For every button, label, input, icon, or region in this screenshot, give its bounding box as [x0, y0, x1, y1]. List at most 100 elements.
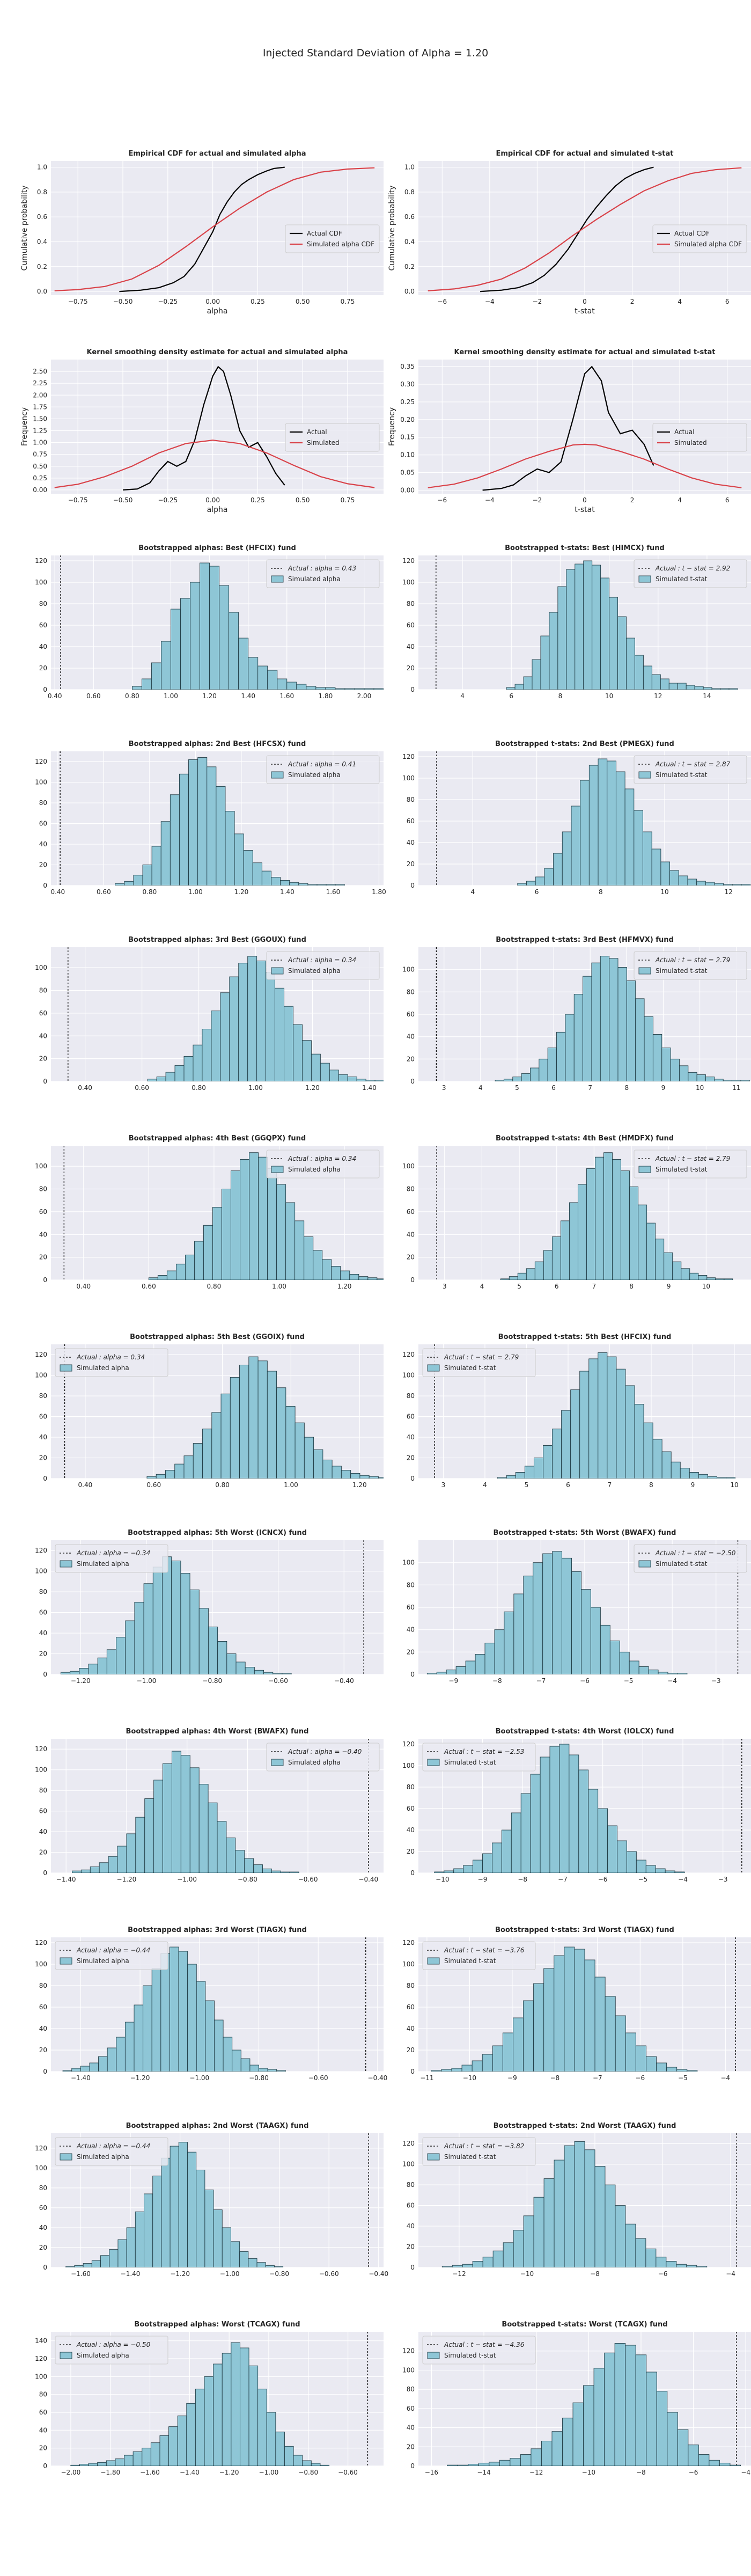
legend-frame — [266, 951, 380, 980]
histogram-bar — [551, 1236, 561, 1280]
histogram-bar — [204, 2190, 214, 2267]
legend-label: Actual : alpha = −0.44 — [76, 1946, 150, 1954]
x-tick-label: 0.75 — [341, 298, 355, 305]
x-axis-label: alpha — [207, 506, 228, 514]
y-tick-label: 0 — [43, 2462, 47, 2470]
plot-area — [436, 555, 738, 690]
x-tick-label: −1.00 — [177, 1876, 197, 1883]
x-tick-label: 1.00 — [248, 1084, 263, 1092]
chart-panel-21: −1.60 −1.40 −1.20 −1.00 −0.80 −0.60 −0.40 0 20 40… — [35, 2122, 388, 2278]
histogram-bar — [263, 1672, 274, 1674]
histogram-bar — [97, 2462, 107, 2466]
legend-frame — [266, 1150, 380, 1179]
histogram-bar — [340, 1270, 350, 1280]
histogram-bar — [79, 1668, 89, 1674]
histogram-bar — [174, 1065, 185, 1081]
y-tick-label: 140 — [35, 2337, 47, 2345]
histogram-bar — [664, 1252, 673, 1280]
x-tick-label: −4 — [485, 298, 495, 305]
y-tick-label: 100 — [35, 1162, 47, 1170]
histogram-bar — [141, 678, 152, 690]
histogram-bar — [715, 1278, 725, 1280]
x-tick-label: 3 — [441, 1481, 446, 1489]
x-tick-label: 0 — [583, 298, 587, 305]
histogram-bar — [367, 1277, 378, 1280]
histogram-bar — [732, 1080, 741, 1081]
y-tick-label: 60 — [407, 1413, 415, 1421]
y-tick-label: 80 — [407, 796, 415, 803]
chart-title: Bootstrapped t-stats: Best (HIMCX) fund — [505, 544, 665, 552]
histogram-bar — [285, 1406, 296, 1479]
legend-frame — [55, 2336, 168, 2365]
histogram-bar — [247, 956, 257, 1081]
y-tick-label: 120 — [402, 2140, 415, 2147]
histogram-bar — [648, 1670, 659, 1674]
histogram-bar — [583, 560, 593, 690]
histogram-bar — [88, 2463, 98, 2466]
x-tick-label: 0.40 — [50, 888, 65, 896]
histogram-bar — [183, 1455, 194, 1479]
plot-area — [434, 1739, 742, 1873]
y-tick-label: 120 — [402, 557, 415, 565]
histogram-bar — [436, 1672, 447, 1674]
histogram-bar — [426, 1673, 437, 1674]
y-tick-label: 0.15 — [400, 434, 415, 441]
y-tick-label: 80 — [39, 1392, 47, 1400]
y-tick-label: 100 — [35, 1568, 47, 1575]
histogram-bar — [646, 2372, 657, 2466]
chart-title: Kernel smoothing density estimate for ac… — [454, 348, 716, 356]
legend-label: Actual : t − stat = −3.76 — [444, 1946, 525, 1954]
legend: Actual Simulated — [652, 423, 747, 452]
histogram-bar — [621, 1170, 630, 1280]
histogram-bar — [301, 1040, 312, 1081]
histogram-bar — [726, 1477, 735, 1479]
x-tick-label: −0.50 — [113, 298, 133, 305]
histogram-bar — [194, 1241, 204, 1280]
histogram-bar — [532, 659, 541, 690]
legend: Actual : t − stat = −2.50 Simulated t-sta… — [634, 1544, 747, 1573]
histogram-bar — [677, 2429, 689, 2466]
legend: Actual : alpha = −0.34 Simulated alpha — [55, 1544, 168, 1573]
histogram-bar — [678, 875, 688, 885]
histogram-bar — [285, 1202, 296, 1280]
histogram-bar — [572, 2402, 584, 2466]
histogram-bar — [484, 1643, 495, 1674]
histogram-bar — [284, 2446, 294, 2466]
x-tick-label: 1.40 — [241, 692, 255, 700]
histogram-bar — [506, 687, 516, 690]
histogram-bar — [677, 1673, 688, 1674]
histogram-bar — [574, 2141, 585, 2267]
histogram-bar — [271, 1870, 281, 1873]
histogram-bar — [217, 1641, 227, 1674]
histogram-bar — [378, 1477, 384, 1479]
y-tick-label: 1.0 — [404, 164, 415, 171]
y-tick-label: 100 — [35, 1766, 47, 1774]
legend-frame — [55, 1544, 168, 1573]
histogram-bar — [80, 2066, 90, 2072]
histogram-bar — [473, 1860, 483, 1873]
x-tick-label: 5 — [525, 1481, 529, 1489]
histogram-bar — [706, 1277, 716, 1280]
y-tick-label: 0 — [410, 686, 415, 693]
x-tick-label: 4 — [678, 496, 682, 504]
y-tick-label: 60 — [39, 2204, 47, 2212]
histogram-bar — [512, 1077, 522, 1081]
histogram-bar — [231, 2342, 240, 2466]
histogram-bar — [515, 1472, 525, 1479]
histogram-bar — [306, 686, 316, 690]
legend-frame — [422, 2137, 536, 2166]
histogram-bar — [635, 2354, 647, 2466]
y-tick-label: 0.2 — [37, 263, 47, 270]
x-tick-label: 3 — [442, 1084, 446, 1092]
histogram-bar — [615, 2015, 626, 2072]
y-tick-label: 20 — [407, 2443, 415, 2450]
x-tick-label: −6 — [689, 2469, 698, 2476]
histogram-bar — [600, 577, 610, 690]
y-tick-label: 40 — [39, 1433, 47, 1441]
legend-patch-marker — [427, 2153, 440, 2161]
histogram-bar — [267, 670, 278, 690]
histogram-bar — [651, 674, 661, 690]
chart-title: Bootstrapped alphas: 2nd Worst (TAAGX) f… — [126, 2122, 309, 2130]
x-axis-label: t-stat — [575, 506, 595, 514]
histogram-bar — [126, 1833, 136, 1873]
